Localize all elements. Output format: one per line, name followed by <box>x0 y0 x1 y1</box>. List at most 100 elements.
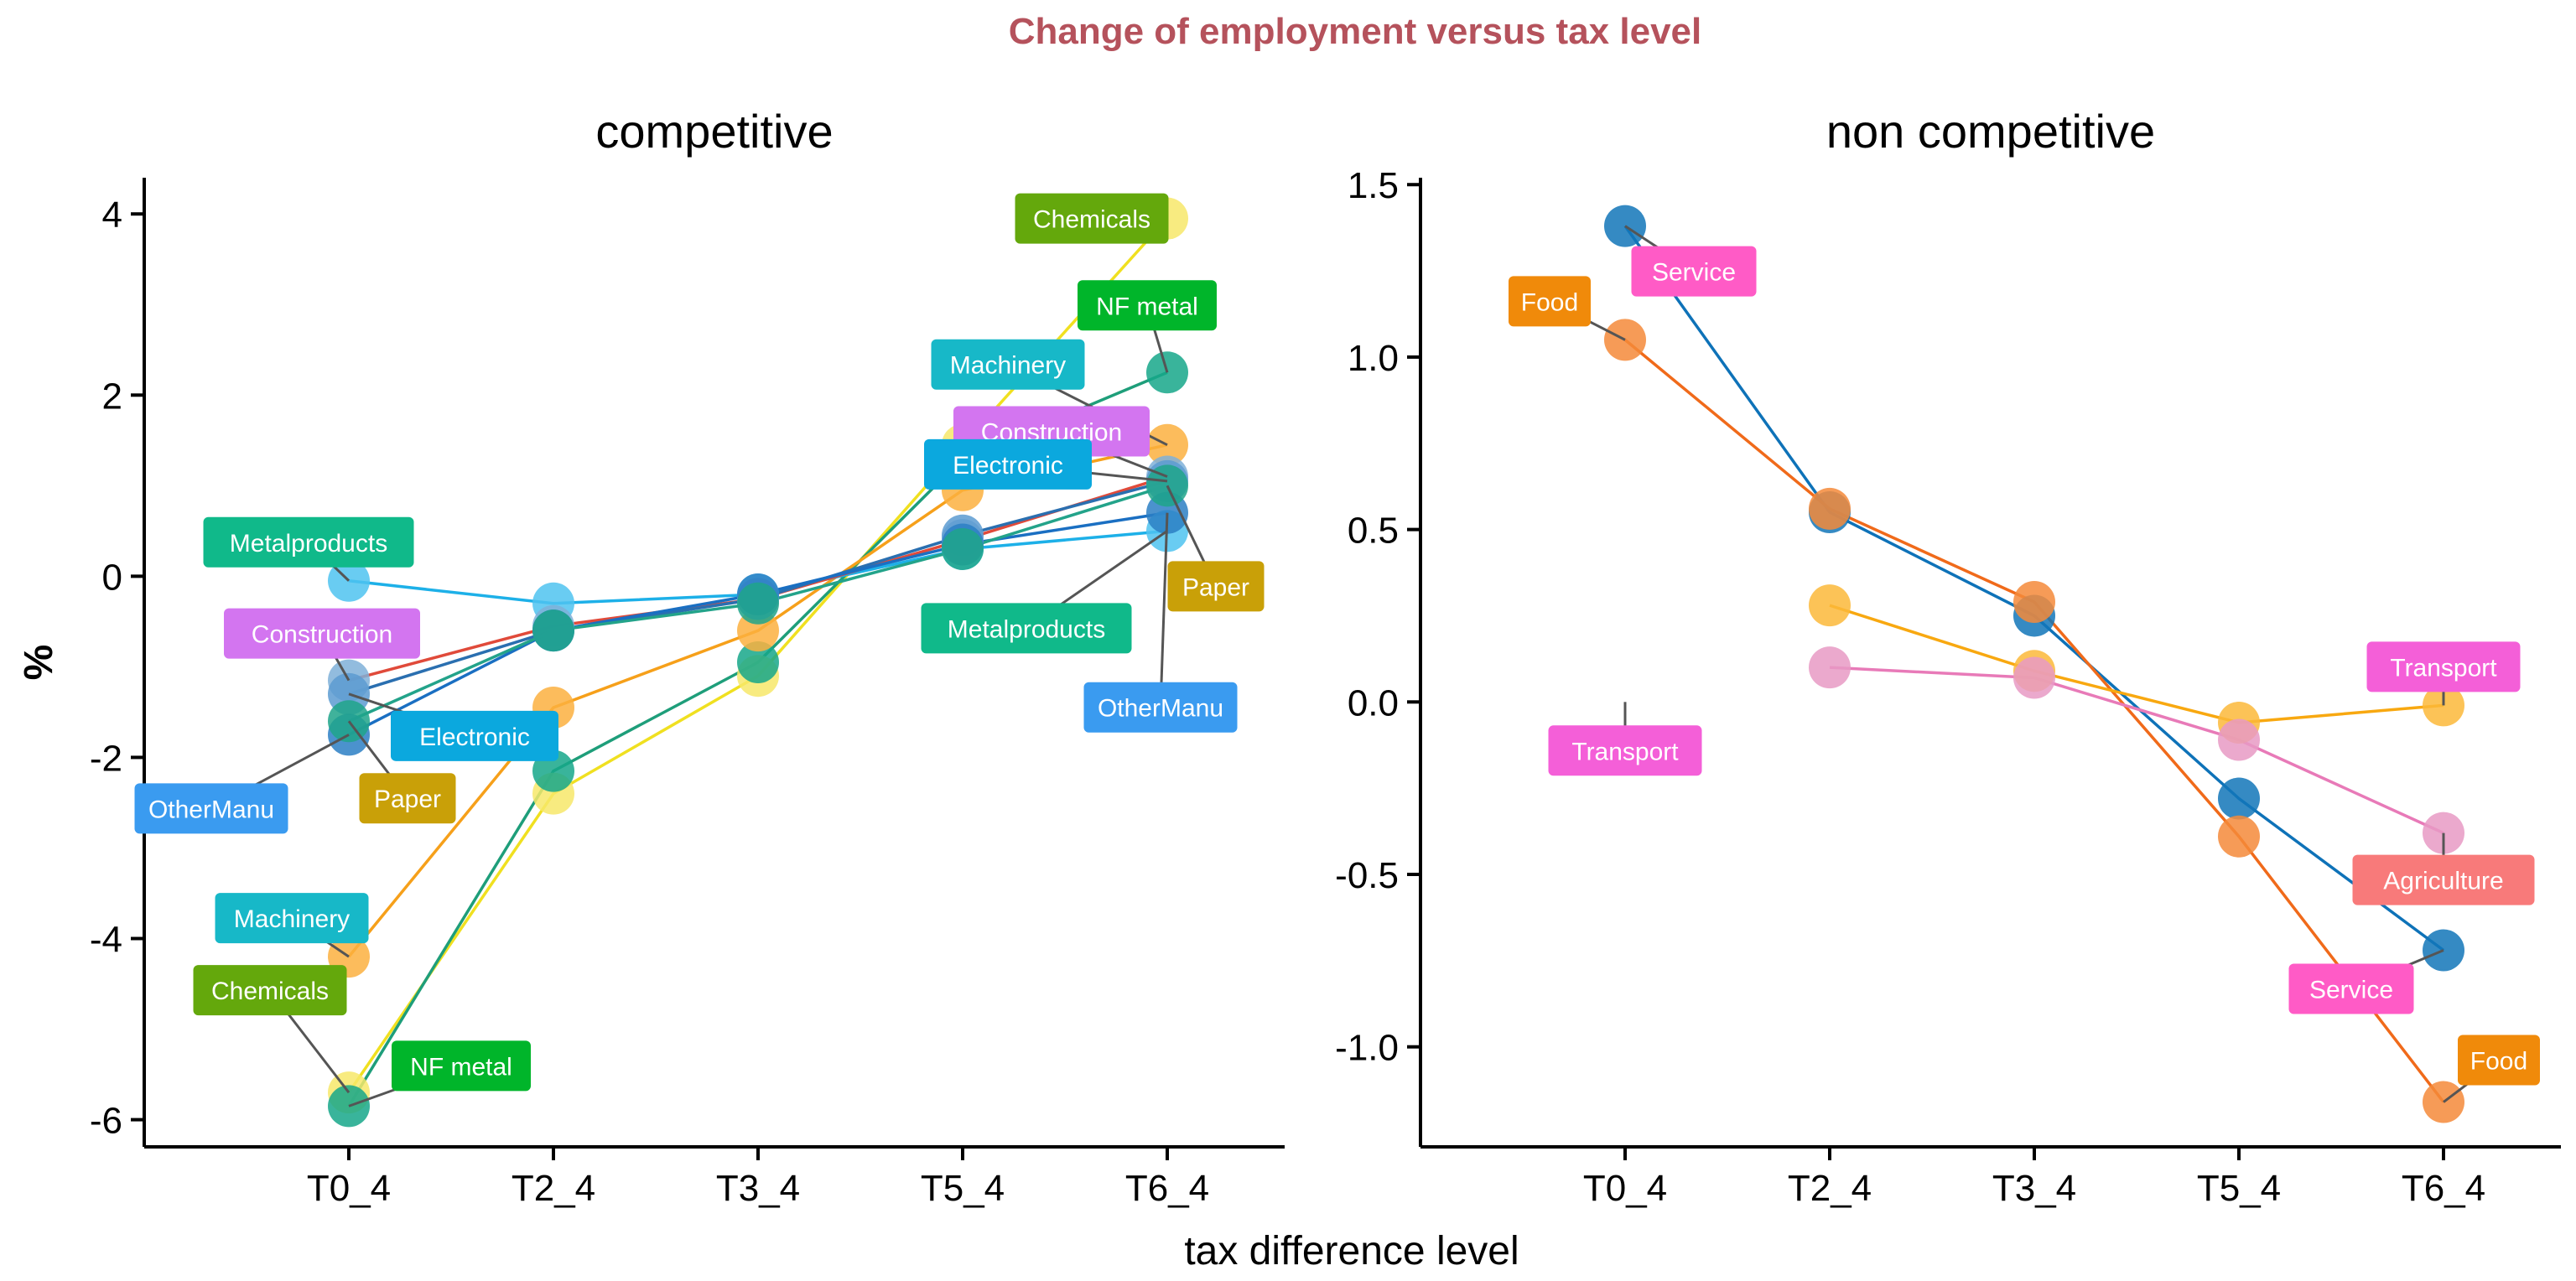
label-box <box>1083 682 1238 733</box>
label-othermanu: OtherManu <box>134 734 350 834</box>
x-tick-label: T2_4 <box>1788 1168 1872 1209</box>
label-text: Food <box>2470 1048 2527 1076</box>
y-tick-label: -2 <box>90 738 122 779</box>
label-box <box>924 438 1092 490</box>
label-box <box>203 516 414 568</box>
label-text: OtherManu <box>1098 695 1223 723</box>
label-text: Service <box>2309 977 2393 1004</box>
label-metalproducts: Metalproducts <box>203 516 414 582</box>
label-electronic: Electronic <box>924 438 1168 490</box>
label-box <box>1509 276 1591 327</box>
label-paper: Paper <box>347 720 456 824</box>
y-tick-label: 1.0 <box>1348 338 1399 379</box>
label-text: Electronic <box>953 452 1063 480</box>
x-tick-label: T3_4 <box>716 1168 800 1209</box>
label-food: Food <box>1509 276 1626 341</box>
x-tick-label: T3_4 <box>1992 1168 2076 1209</box>
y-tick-label: 2 <box>102 376 122 417</box>
data-point-agriculture <box>1809 646 1851 689</box>
data-point-service <box>2218 777 2260 820</box>
label-box <box>215 893 369 944</box>
y-tick-label: 0 <box>102 557 122 598</box>
label-text: NF metal <box>1096 293 1198 320</box>
x-tick-label: T0_4 <box>1583 1168 1667 1209</box>
label-text: Machinery <box>234 905 350 933</box>
data-point-food <box>1809 487 1851 530</box>
label-food: Food <box>2443 1035 2540 1103</box>
label-box <box>392 1040 531 1092</box>
label-nf-metal: NF metal <box>1078 280 1217 373</box>
label-othermanu: OtherManu <box>1083 512 1238 733</box>
label-text: Metalproducts <box>230 530 387 558</box>
x-axis-title: tax difference level <box>1184 1229 1519 1273</box>
y-axis-title: % <box>17 645 61 681</box>
label-box <box>1167 561 1265 612</box>
label-nf-metal: NF metal <box>348 1040 531 1107</box>
panel-title-non-competitive: non competitive <box>1826 105 2155 158</box>
ticks-non-competitive: -1.0 -0.5 0.0 0.5 1.0 1.5 T0_4 T2_4 T3_4 T5_4 T6_4 <box>1335 165 2485 1209</box>
label-leader-line <box>1159 512 1169 708</box>
data-point-paper <box>532 609 574 652</box>
label-text: Metalproducts <box>948 615 1105 643</box>
label-box <box>193 965 347 1016</box>
ticks-competitive: -6 -4 -2 0 2 4 T0_4 T2_4 T3_4 T5_4 T6_4 <box>90 194 1209 1209</box>
y-tick-label: 0.0 <box>1348 682 1399 723</box>
panel-title-competitive: competitive <box>595 105 833 158</box>
label-box <box>1548 725 1702 776</box>
label-chemicals: Chemicals <box>1015 193 1169 244</box>
label-electronic: Electronic <box>348 692 558 761</box>
label-box <box>391 710 558 761</box>
y-tick-label: 1.5 <box>1348 165 1399 206</box>
x-tick-label: T5_4 <box>2197 1168 2281 1209</box>
label-box <box>2352 854 2535 905</box>
data-point-food <box>2013 581 2055 624</box>
series-points-non-competitive <box>1604 205 2464 1123</box>
label-text: OtherManu <box>148 796 274 823</box>
data-point-agriculture <box>2218 718 2260 761</box>
panel-competitive: competitive -6 -4 -2 0 2 4 T0_4 T2_4 T3_4 T5_4 T6_… <box>90 105 1285 1209</box>
label-service: Service <box>2288 949 2444 1014</box>
label-chemicals: Chemicals <box>193 965 351 1094</box>
data-point-paper <box>737 582 779 625</box>
data-point-paper <box>942 527 984 570</box>
label-text: Service <box>1652 259 1736 287</box>
label-box <box>2288 963 2414 1014</box>
label-text: Transport <box>2390 654 2497 682</box>
label-box <box>1631 246 1757 297</box>
data-point-food <box>2218 815 2260 858</box>
label-agriculture: Agriculture <box>2352 832 2535 905</box>
label-text: Food <box>1521 288 1578 316</box>
label-transport: Transport <box>2366 641 2521 706</box>
label-text: Electronic <box>419 723 530 751</box>
x-tick-label: T2_4 <box>512 1168 595 1209</box>
y-tick-label: -0.5 <box>1335 855 1399 896</box>
x-tick-label: T5_4 <box>921 1168 1005 1209</box>
y-tick-label: -4 <box>90 920 122 961</box>
x-tick-label: T6_4 <box>2402 1168 2485 1209</box>
label-text: Paper <box>374 786 441 813</box>
label-paper: Paper <box>1166 485 1265 612</box>
label-text: Agriculture <box>2383 868 2503 895</box>
x-tick-label: T6_4 <box>1125 1168 1209 1209</box>
series-line-agriculture <box>1829 666 2444 835</box>
label-box <box>134 783 288 834</box>
label-construction: Construction <box>224 608 420 682</box>
label-transport: Transport <box>1548 702 1702 776</box>
label-box <box>1078 280 1217 331</box>
series-line-transport <box>1829 604 2444 724</box>
label-service: Service <box>1624 225 1757 297</box>
label-text: Paper <box>1182 573 1249 601</box>
chart-title: Change of employment versus tax level <box>1009 11 1702 52</box>
label-box <box>224 608 420 659</box>
label-box <box>1015 193 1169 244</box>
y-tick-label: -1.0 <box>1335 1028 1399 1069</box>
label-metalproducts: Metalproducts <box>921 530 1168 654</box>
repel-labels-non-competitive: Food Service Transport Transport Agriculture… <box>1509 225 2540 1103</box>
label-text: Chemicals <box>1033 206 1150 234</box>
label-text: Transport <box>1571 738 1679 765</box>
y-tick-label: 4 <box>102 194 122 236</box>
label-box <box>2366 641 2521 692</box>
label-text: Construction <box>252 621 392 649</box>
data-point-agriculture <box>2013 656 2055 699</box>
